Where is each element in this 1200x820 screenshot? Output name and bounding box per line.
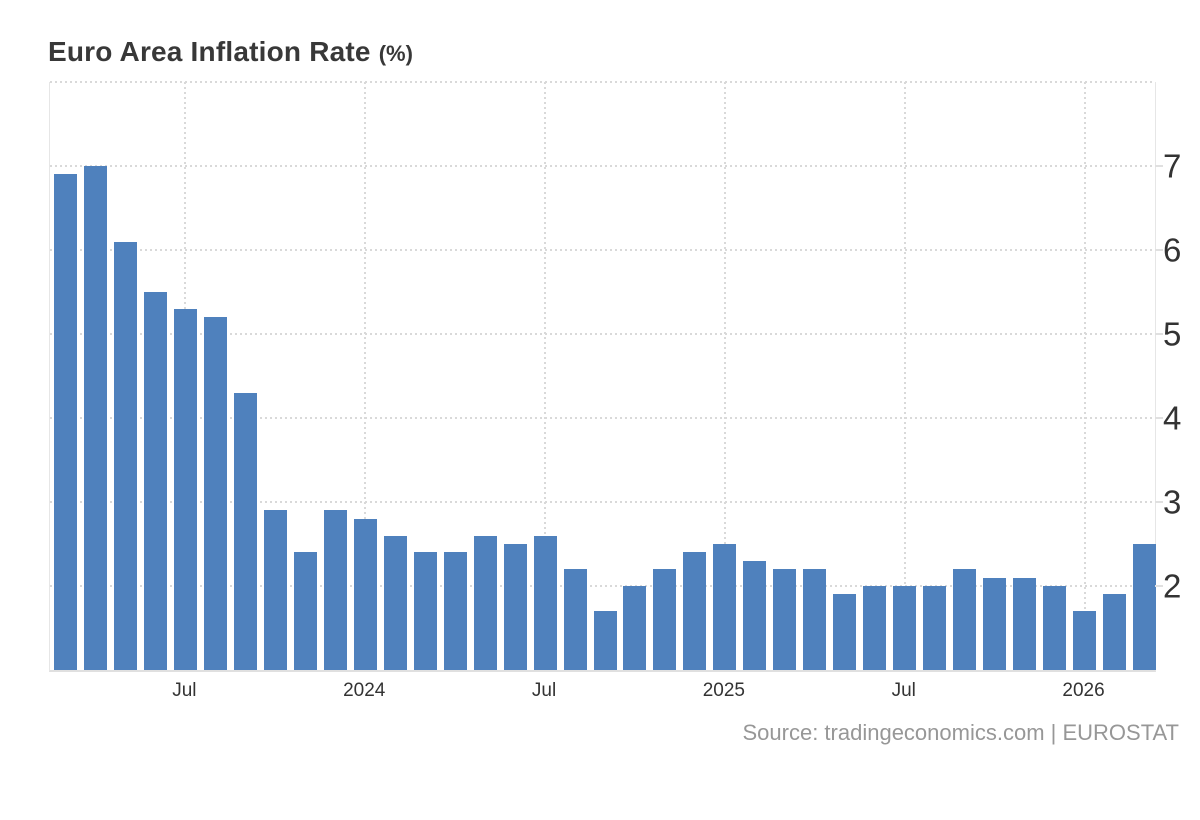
bar-apr-2024[interactable] <box>443 552 467 670</box>
chart-title-text: Euro Area Inflation Rate <box>48 36 371 67</box>
bar-nov-2025[interactable] <box>1013 577 1037 670</box>
gridline-y-5 <box>50 333 1155 335</box>
bar-apr-2023[interactable] <box>83 166 107 670</box>
x-axis-label-2026-5: 2026 <box>1062 680 1105 701</box>
bar-mar-2023[interactable] <box>54 174 77 670</box>
y-axis-label-3: 3 <box>1163 483 1182 521</box>
gridline-y-6 <box>50 249 1155 251</box>
y-axis-label-2: 2 <box>1163 567 1182 605</box>
bar-aug-2023[interactable] <box>203 317 227 670</box>
bar-oct-2025[interactable] <box>983 577 1007 670</box>
bar-mar-2024[interactable] <box>413 552 437 670</box>
bar-may-2025[interactable] <box>833 594 857 670</box>
x-axis-label-2025-3: 2025 <box>702 680 746 701</box>
bar-dec-2024[interactable] <box>683 552 707 670</box>
x-axis-label-Jul-4: Jul <box>891 680 916 701</box>
bar-may-2024[interactable] <box>473 535 497 670</box>
y-tick-mark-3 <box>1155 501 1163 503</box>
bar-jun-2025[interactable] <box>863 586 887 670</box>
gridline-x-Jul-4 <box>903 82 906 670</box>
bar-mar-2025[interactable] <box>773 569 797 670</box>
bar-jul-2024[interactable] <box>533 535 557 670</box>
bar-mar-2026[interactable] <box>1133 544 1156 670</box>
gridline-y-2 <box>50 585 1155 587</box>
bar-jun-2023[interactable] <box>143 292 167 670</box>
y-axis-label-5: 5 <box>1163 315 1182 353</box>
gridline-x-2026-5 <box>1083 82 1086 670</box>
chart-title-unit: (%) <box>378 41 413 66</box>
x-axis-label-2024-1: 2024 <box>343 680 386 701</box>
bar-jul-2023[interactable] <box>173 308 197 670</box>
y-tick-mark-7 <box>1155 165 1163 167</box>
gridline-y-3 <box>50 501 1155 503</box>
gridline-x-2024-1 <box>364 82 367 670</box>
gridline-x-Jul-2 <box>544 82 547 670</box>
y-tick-mark-2 <box>1155 585 1163 587</box>
y-tick-mark-5 <box>1155 333 1163 335</box>
bar-jan-2025[interactable] <box>713 544 737 670</box>
y-tick-mark-6 <box>1155 249 1163 251</box>
bar-jan-2024[interactable] <box>353 518 377 670</box>
bar-feb-2024[interactable] <box>383 535 407 670</box>
bar-sep-2023[interactable] <box>233 392 257 670</box>
bar-dec-2023[interactable] <box>323 510 347 670</box>
y-axis-label-6: 6 <box>1163 231 1182 269</box>
bar-may-2023[interactable] <box>113 241 137 670</box>
gridline-y-7 <box>50 165 1155 167</box>
bar-apr-2025[interactable] <box>803 569 827 670</box>
x-axis-label-Jul-0: Jul <box>172 680 197 701</box>
y-axis-label-7: 7 <box>1163 147 1182 185</box>
bar-nov-2023[interactable] <box>293 552 317 670</box>
plot-area <box>49 81 1156 672</box>
bar-sep-2025[interactable] <box>953 569 977 670</box>
gridline-x-2025-3 <box>723 82 726 670</box>
bar-dec-2025[interactable] <box>1043 586 1067 670</box>
gridline-y-4 <box>50 417 1155 419</box>
bar-jan-2026[interactable] <box>1073 611 1097 670</box>
chart-title: Euro Area Inflation Rate (%) <box>48 36 413 68</box>
bar-nov-2024[interactable] <box>653 569 677 670</box>
bar-aug-2025[interactable] <box>923 586 947 670</box>
bar-jul-2025[interactable] <box>893 586 917 670</box>
gridline-y-8 <box>50 81 1155 83</box>
bar-oct-2023[interactable] <box>263 510 287 670</box>
bar-aug-2024[interactable] <box>563 569 587 670</box>
bar-feb-2025[interactable] <box>743 560 767 670</box>
bar-feb-2026[interactable] <box>1103 594 1127 670</box>
y-axis-label-4: 4 <box>1163 399 1182 437</box>
source-text: Source: tradingeconomics.com | EUROSTAT <box>742 720 1180 745</box>
bar-jun-2024[interactable] <box>503 544 527 670</box>
bar-sep-2024[interactable] <box>593 611 617 670</box>
x-axis-label-Jul-2: Jul <box>531 680 557 701</box>
bar-oct-2024[interactable] <box>623 586 647 670</box>
y-tick-mark-4 <box>1155 417 1163 419</box>
